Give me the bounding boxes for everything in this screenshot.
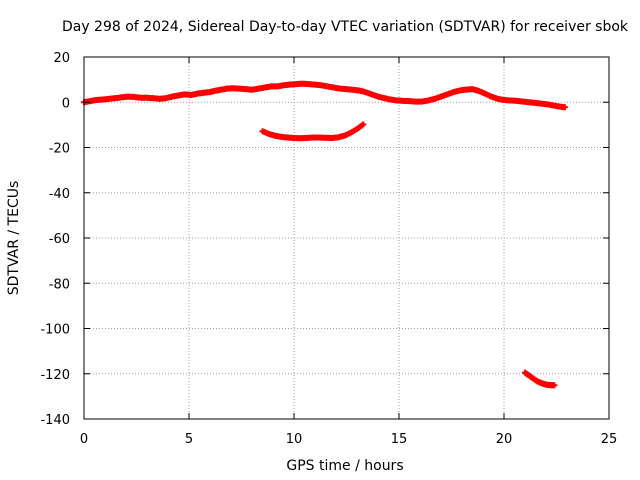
grid [84, 57, 609, 419]
x-tick-label: 25 [601, 432, 618, 447]
y-tick-label: -20 [49, 142, 70, 157]
x-tick-label: 5 [185, 432, 193, 447]
data-point [561, 104, 568, 111]
data-series [81, 80, 568, 389]
chart-title: Day 298 of 2024, Sidereal Day-to-day VTE… [62, 19, 629, 35]
series-main [81, 80, 568, 111]
series-arc-low [522, 369, 558, 389]
y-axis-label: SDTVAR / TECUs [6, 181, 22, 296]
x-axis-label: GPS time / hours [286, 458, 403, 474]
data-point [551, 382, 558, 389]
y-tick-label: -60 [49, 232, 70, 247]
y-tick-label: -100 [40, 323, 70, 338]
series-arc-mid [259, 121, 367, 142]
y-tick-label: -120 [40, 368, 70, 383]
y-tick-label: 20 [53, 51, 70, 66]
x-tick-label: 0 [80, 432, 88, 447]
data-point [360, 121, 367, 128]
x-tick-label: 15 [391, 432, 408, 447]
axis-ticks: 0 5 10 15 20 25 20 0 -20 -40 -60 -80 -100 -120 -140 [40, 51, 617, 447]
y-tick-label: 0 [62, 96, 70, 111]
x-tick-label: 10 [286, 432, 303, 447]
y-tick-label: -80 [49, 277, 70, 292]
y-tick-label: -40 [49, 187, 70, 202]
x-tick-label: 20 [496, 432, 513, 447]
y-tick-label: -140 [40, 413, 70, 428]
